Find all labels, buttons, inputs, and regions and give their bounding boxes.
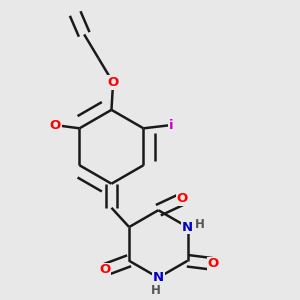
Text: i: i bbox=[168, 118, 173, 132]
Text: N: N bbox=[182, 220, 193, 234]
Text: O: O bbox=[50, 118, 61, 132]
Text: O: O bbox=[208, 257, 219, 271]
Text: O: O bbox=[177, 193, 188, 206]
Text: O: O bbox=[99, 263, 111, 276]
Text: H: H bbox=[151, 284, 161, 297]
Text: N: N bbox=[153, 271, 164, 284]
Text: H: H bbox=[195, 218, 205, 231]
Text: O: O bbox=[107, 76, 119, 89]
